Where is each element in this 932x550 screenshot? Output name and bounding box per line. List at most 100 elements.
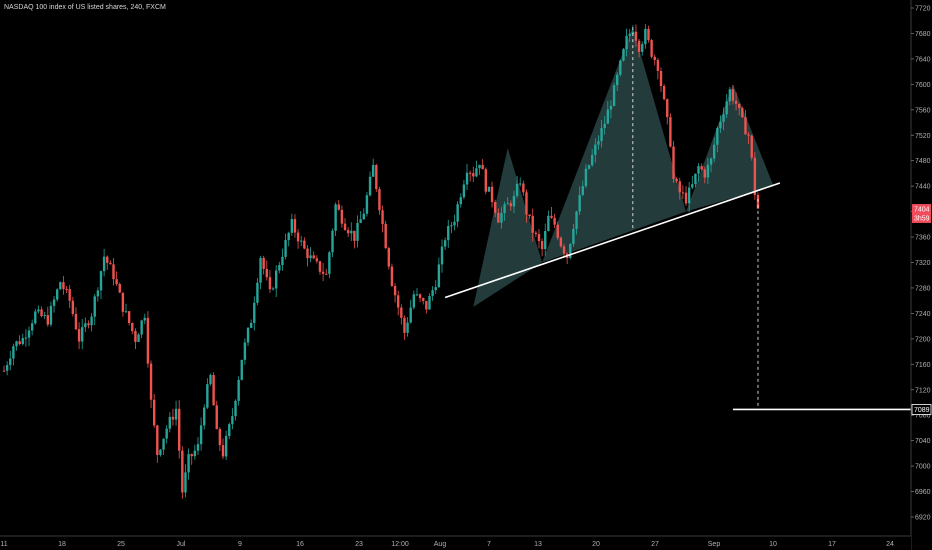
time-tick-label: 25 xyxy=(117,541,125,548)
candle xyxy=(55,288,59,302)
candle-body xyxy=(509,203,513,207)
candle-body xyxy=(559,237,563,247)
candle-body xyxy=(669,117,672,147)
candle xyxy=(712,137,716,163)
price-tick-label: 7080 xyxy=(915,413,931,420)
candle-body xyxy=(741,108,744,118)
candle xyxy=(691,175,694,190)
candle xyxy=(249,319,253,329)
candle-body xyxy=(656,60,660,71)
candle xyxy=(603,115,606,135)
candle xyxy=(650,38,653,59)
candle-body xyxy=(343,223,347,231)
time-tick-label: 23 xyxy=(355,541,363,548)
candle-body xyxy=(616,74,619,86)
candle-body xyxy=(193,450,197,457)
candle-body xyxy=(246,327,250,343)
candle-body xyxy=(700,166,703,170)
candle xyxy=(447,219,450,248)
candle-body xyxy=(49,305,53,325)
candle-body xyxy=(262,257,265,269)
candle-body xyxy=(240,359,243,380)
price-tick-label: 7320 xyxy=(915,260,931,267)
candle-body xyxy=(325,273,328,275)
candle-body xyxy=(212,374,215,406)
candle-body xyxy=(572,228,575,244)
candle-body xyxy=(249,322,253,328)
candle-body xyxy=(540,241,544,250)
candle xyxy=(662,84,666,101)
candle-body xyxy=(375,164,378,190)
candle-body xyxy=(519,183,522,185)
candle xyxy=(96,287,100,302)
candle-body xyxy=(140,320,143,335)
candle xyxy=(750,134,753,161)
candle xyxy=(93,293,96,326)
candle-body xyxy=(65,288,68,290)
candle-body xyxy=(634,31,638,41)
candle xyxy=(162,438,165,456)
candle-body xyxy=(547,215,550,232)
candle xyxy=(346,227,350,238)
candle-body xyxy=(337,204,340,210)
neckline xyxy=(444,182,781,299)
candle-body xyxy=(346,230,350,234)
candle-body xyxy=(30,323,34,331)
candle xyxy=(434,280,437,294)
price-tick-label: 7560 xyxy=(915,107,931,114)
candle xyxy=(77,322,81,350)
candle xyxy=(534,230,538,238)
candle-body xyxy=(468,172,472,174)
candle xyxy=(481,159,484,170)
candle-body xyxy=(115,279,118,284)
candle-body xyxy=(181,450,184,493)
time-tick-label: Sep xyxy=(708,541,721,548)
candle xyxy=(484,167,487,195)
candle xyxy=(37,305,40,314)
candle xyxy=(359,211,362,224)
time-axis[interactable]: 11 18 25 Jul 9 16 23 12:00 Aug 7 13 20 27 Sep 10 17 24 xyxy=(0,535,911,550)
time-tick-label: 12:00 xyxy=(391,541,409,548)
candle-body xyxy=(334,204,337,231)
candle-body xyxy=(74,313,78,330)
candle xyxy=(21,333,24,346)
candle-body xyxy=(662,85,666,100)
price-tick-label: 7480 xyxy=(915,158,931,165)
candle xyxy=(146,311,150,368)
candle xyxy=(609,100,613,119)
candle-body xyxy=(303,240,306,249)
candle xyxy=(228,422,231,440)
price-tag: 7404 xyxy=(912,204,931,215)
candle xyxy=(371,158,375,177)
candle xyxy=(406,317,409,337)
candle xyxy=(118,282,121,293)
candle xyxy=(174,400,178,426)
candle xyxy=(738,103,741,116)
candle-body xyxy=(328,252,331,274)
candle xyxy=(306,245,309,267)
candle-body xyxy=(500,212,503,223)
price-axis[interactable]: 7720768076407600756075207480744074007360… xyxy=(910,0,932,550)
candle xyxy=(606,100,610,124)
candle-body xyxy=(365,195,369,214)
candle-body xyxy=(475,168,478,177)
time-tick-label: 13 xyxy=(534,541,542,548)
candle-body xyxy=(127,311,131,324)
candle xyxy=(656,58,660,80)
candle-body xyxy=(271,288,275,290)
candle xyxy=(149,360,153,409)
candle-body xyxy=(459,197,462,205)
candle-body xyxy=(412,294,416,308)
candle xyxy=(34,308,37,325)
candle xyxy=(716,126,719,153)
candle xyxy=(703,166,706,184)
candle xyxy=(562,243,566,258)
candle-body xyxy=(340,209,344,224)
candle-body xyxy=(531,215,534,233)
candle-body xyxy=(203,407,206,426)
candle xyxy=(334,202,337,236)
candle xyxy=(109,260,112,265)
